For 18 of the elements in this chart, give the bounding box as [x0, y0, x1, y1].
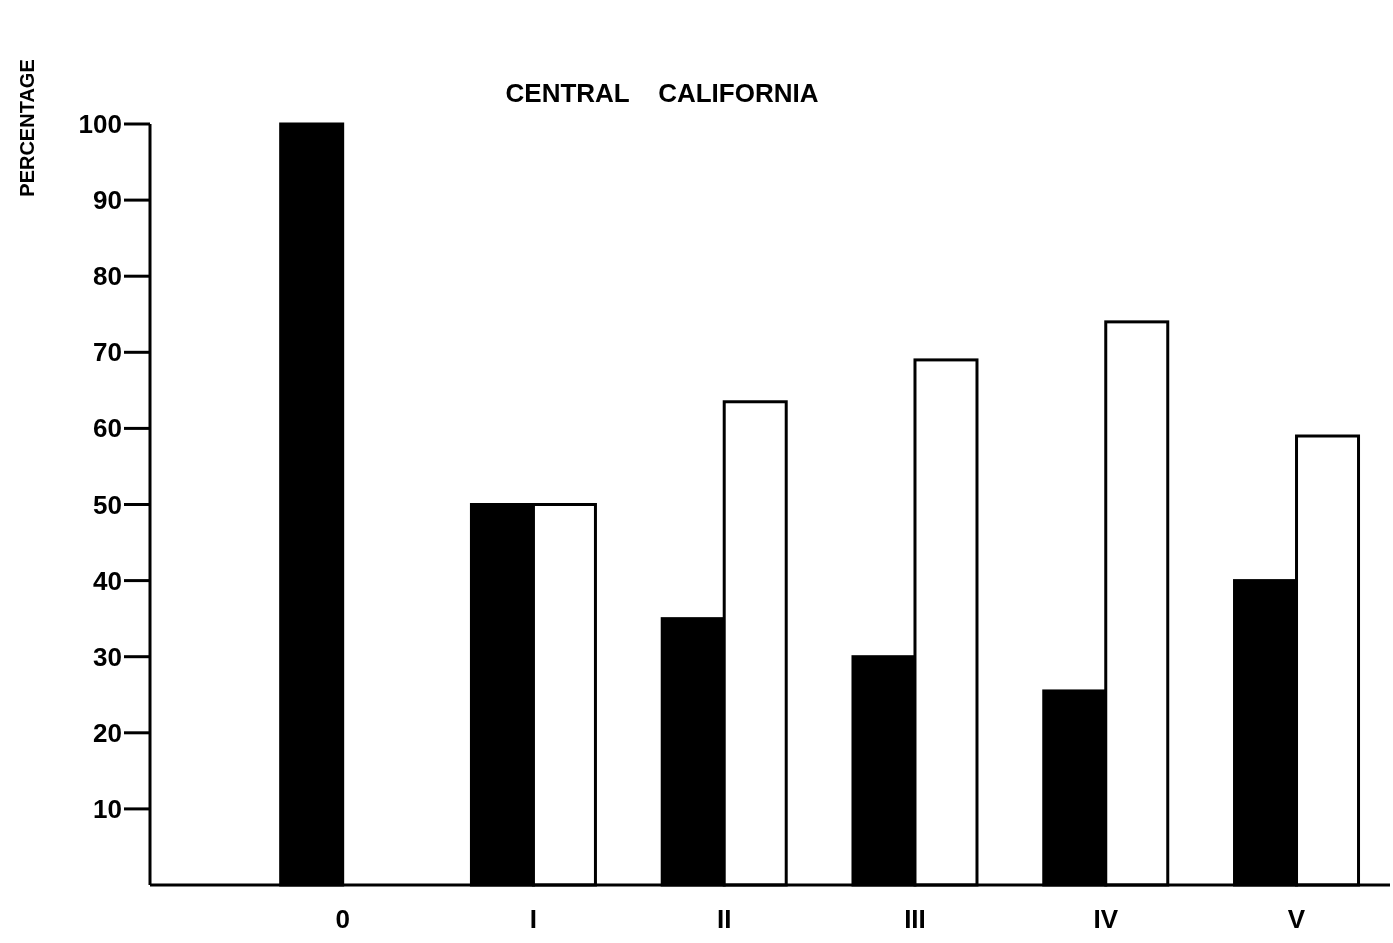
x-tick-label: II: [716, 904, 732, 934]
x-tick-label: III: [904, 904, 926, 934]
x-tick-label: V: [1287, 904, 1306, 934]
y-tick-label: 100: [78, 109, 122, 139]
y-tick-label: 60: [93, 413, 122, 444]
y-tick-label: 10: [93, 793, 122, 824]
y-tick-label: 20: [93, 717, 122, 748]
x-tick-label: IV: [1093, 904, 1119, 934]
y-tick-label: 70: [93, 337, 122, 368]
chart-title: CENTRAL CALIFORNIA: [505, 78, 819, 108]
y-tick-label: 40: [93, 565, 122, 596]
y-tick-label: 50: [93, 489, 122, 520]
y-tick-label: 30: [93, 641, 122, 672]
x-tick-label: 0: [335, 904, 350, 934]
y-tick-label: 80: [93, 261, 122, 292]
y-axis-title: PERCENTAGE: [16, 59, 38, 197]
x-tick-label: I: [529, 904, 538, 934]
y-tick-label: 90: [93, 185, 122, 216]
